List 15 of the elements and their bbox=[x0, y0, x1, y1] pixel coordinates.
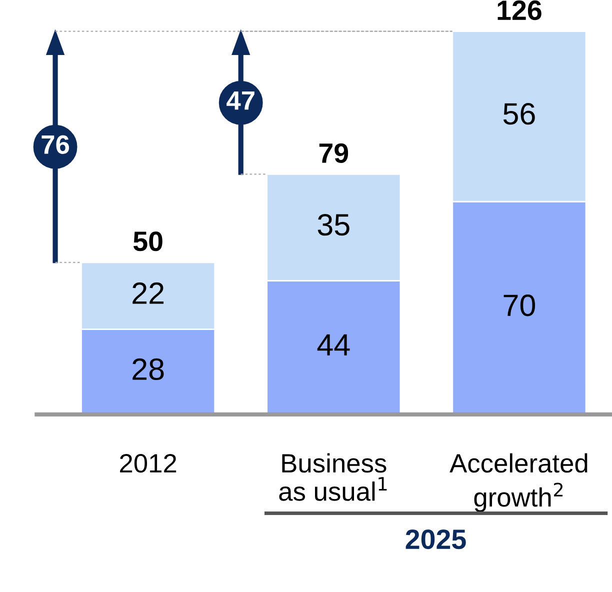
data-label: 35 bbox=[318, 214, 350, 236]
annotation: 47 bbox=[226, 91, 254, 110]
data-label: 22 bbox=[132, 282, 164, 304]
data-label: 44 bbox=[317, 334, 350, 356]
x-tick-label: Business as usual$^{1}$ bbox=[279, 453, 387, 501]
total-label: 126 bbox=[498, 0, 542, 20]
total-label: 50 bbox=[133, 231, 162, 252]
x-tick-label: 2012 bbox=[120, 454, 176, 473]
data-label: 70 bbox=[504, 294, 536, 316]
total-label: 79 bbox=[319, 143, 348, 163]
data-label: 28 bbox=[132, 358, 164, 380]
text: 2025 bbox=[406, 529, 466, 550]
annotation: 76 bbox=[42, 135, 69, 154]
data-label: 56 bbox=[503, 103, 535, 125]
x-tick-label: Accelerated growth$^{2}$ bbox=[450, 453, 588, 512]
